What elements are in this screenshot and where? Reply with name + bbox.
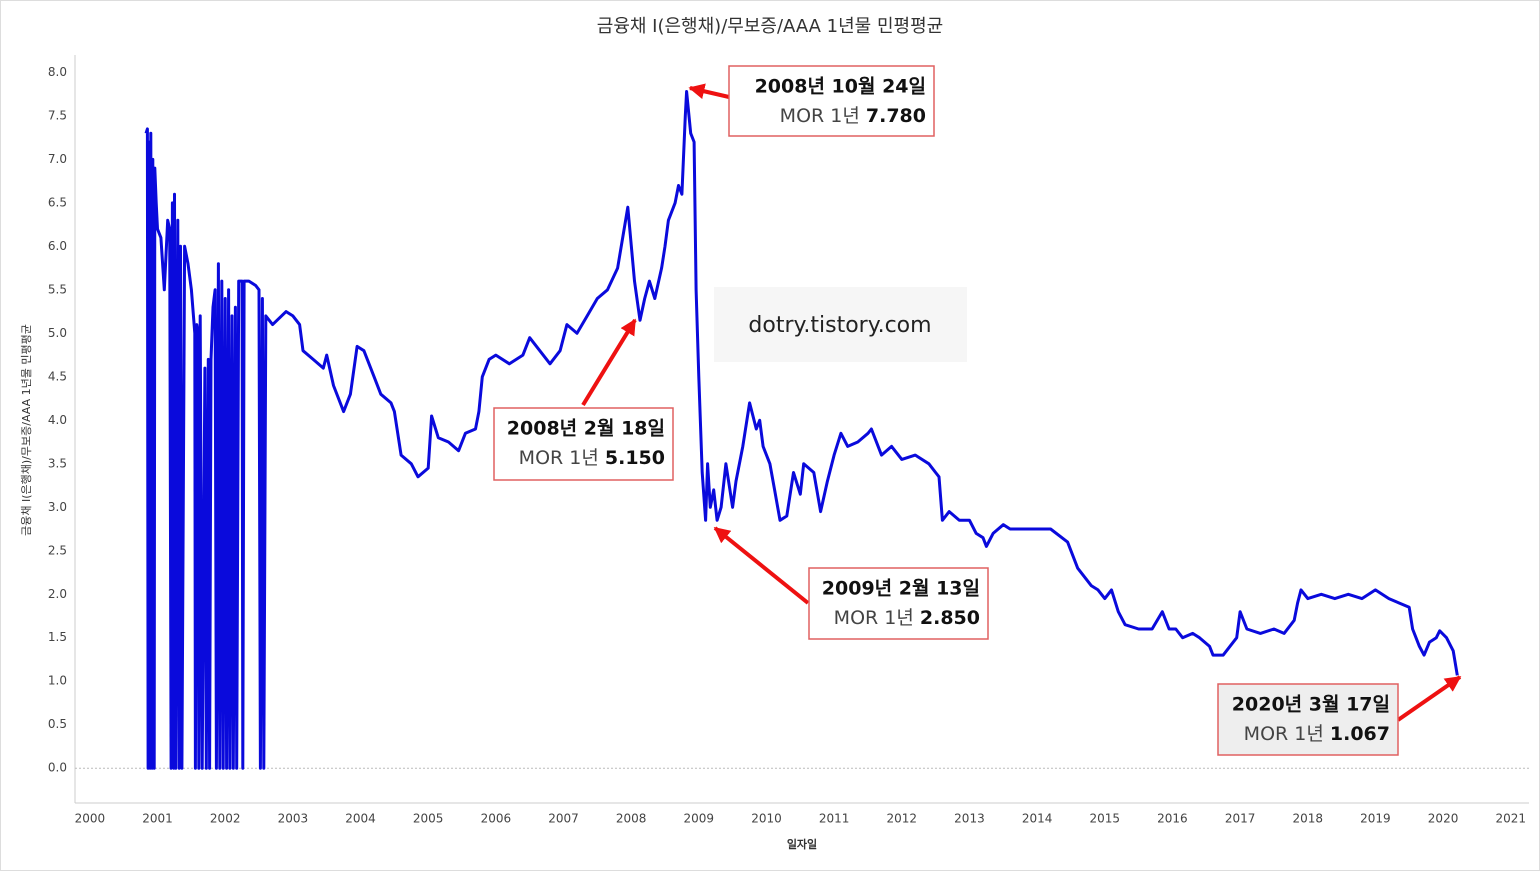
- y-tick-label: 6.0: [48, 239, 67, 253]
- x-tick-label: 2002: [210, 812, 241, 826]
- annotation-text: MOR 1년 1.067: [1244, 723, 1390, 745]
- y-tick-label: 3.5: [48, 456, 67, 470]
- x-tick-label: 2013: [954, 812, 985, 826]
- x-tick-label: 2009: [684, 812, 715, 826]
- x-tick-label: 2017: [1225, 812, 1256, 826]
- y-tick-label: 4.5: [48, 369, 67, 383]
- annotation-arrow: [688, 83, 730, 100]
- annotation-text: MOR 1년 2.850: [834, 607, 980, 629]
- x-tick-label: 2001: [142, 812, 173, 826]
- annotation-value: 7.780: [866, 105, 926, 127]
- y-axis-label: 금융채 I(은행채)/무보증/AAA 1년물 민평평균: [20, 324, 33, 536]
- x-tick-label: 2015: [1090, 812, 1121, 826]
- annotation-date: 2008년 10월 24일: [755, 76, 926, 98]
- y-tick-label: 5.5: [48, 282, 67, 296]
- annotation-value: 5.150: [605, 447, 665, 469]
- x-tick-label: 2008: [616, 812, 647, 826]
- x-tick-label: 2019: [1360, 812, 1391, 826]
- y-tick-label: 0.5: [48, 717, 67, 731]
- annotation-text: MOR 1년 7.780: [780, 105, 926, 127]
- annotation-arrow: [581, 318, 637, 407]
- annotation-box: [728, 65, 935, 137]
- annotation-box: [808, 567, 989, 640]
- x-tick-label: 2018: [1292, 812, 1323, 826]
- x-axis-label: 일자일: [787, 837, 817, 851]
- y-tick-label: 2.0: [48, 587, 67, 601]
- annotation-text: MOR 1년 5.150: [519, 447, 665, 469]
- annotation-box: [493, 407, 674, 481]
- x-tick-label: 2004: [345, 812, 376, 826]
- annotation-date: 2008년 2월 18일: [507, 418, 665, 440]
- y-tick-label: 7.5: [48, 108, 67, 122]
- y-tick-label: 5.0: [48, 326, 67, 340]
- annotation-arrow: [713, 526, 810, 605]
- annotation-value: 1.067: [1330, 723, 1390, 745]
- y-tick-label: 7.0: [48, 152, 67, 166]
- annotation-box: [1217, 683, 1399, 756]
- x-tick-label: 2005: [413, 812, 444, 826]
- y-tick-label: 4.0: [48, 413, 67, 427]
- watermark-box: [714, 287, 967, 362]
- x-tick-label: 2011: [819, 812, 850, 826]
- x-tick-label: 2012: [887, 812, 918, 826]
- line: [144, 90, 1459, 770]
- chart-title: 금융채 I(은행채)/무보증/AAA 1년물 민평평균: [597, 16, 943, 37]
- annotation-value: 2.850: [920, 607, 980, 629]
- y-tick-label: 8.0: [48, 65, 67, 79]
- annotation-label: MOR 1년: [1244, 723, 1324, 745]
- annotation-arrow: [1396, 675, 1462, 722]
- y-tick-label: 3.0: [48, 500, 67, 514]
- x-tick-label: 2014: [1022, 812, 1053, 826]
- y-tick-label: 1.0: [48, 674, 67, 688]
- annotation-date: 2020년 3월 17일: [1232, 694, 1390, 716]
- y-tick-label: 2.5: [48, 543, 67, 557]
- x-tick-label: 2006: [481, 812, 512, 826]
- annotation-label: MOR 1년: [780, 105, 860, 127]
- y-tick-label: 6.5: [48, 195, 67, 209]
- x-tick-label: 2003: [278, 812, 309, 826]
- x-tick-label: 2000: [75, 812, 106, 826]
- annotation-date: 2009년 2월 13일: [822, 578, 980, 600]
- x-tick-label: 2007: [548, 812, 579, 826]
- x-tick-label: 2021: [1495, 812, 1526, 826]
- y-tick-label: 0.0: [48, 761, 67, 775]
- x-tick-label: 2016: [1157, 812, 1188, 826]
- annotation-label: MOR 1년: [519, 447, 599, 469]
- y-tick-label: 1.5: [48, 630, 67, 644]
- x-tick-label: 2010: [751, 812, 782, 826]
- annotation-label: MOR 1년: [834, 607, 914, 629]
- x-tick-label: 2020: [1428, 812, 1459, 826]
- watermark: dotry.tistory.com: [748, 313, 931, 338]
